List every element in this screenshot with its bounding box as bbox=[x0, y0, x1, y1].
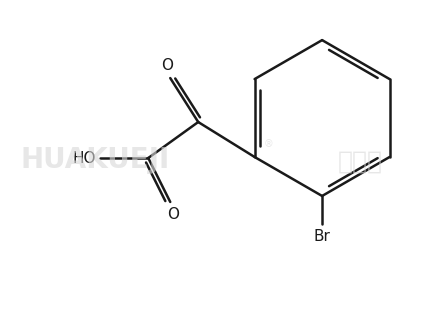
Text: HO: HO bbox=[72, 150, 96, 165]
Text: ®: ® bbox=[263, 139, 273, 149]
Text: O: O bbox=[161, 58, 173, 73]
Text: 化学加: 化学加 bbox=[337, 150, 383, 174]
Text: Br: Br bbox=[314, 229, 331, 244]
Text: O: O bbox=[167, 207, 179, 222]
Text: HUAKUEJI: HUAKUEJI bbox=[21, 146, 170, 174]
